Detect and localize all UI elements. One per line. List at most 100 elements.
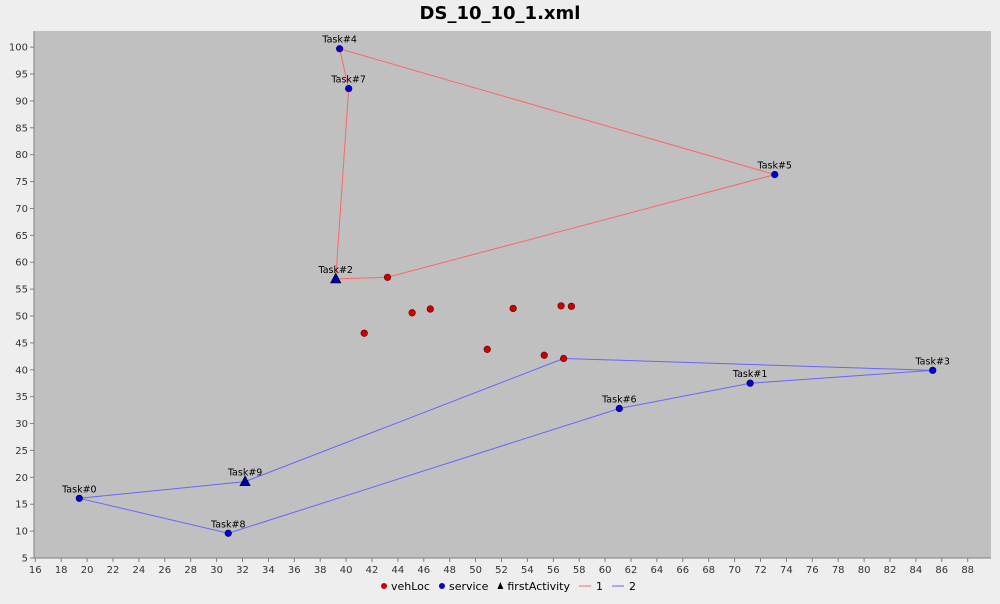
y-axis-ticks: 5 10 15 20 25 30 35 40 45 50 55 60 65 70 75 80 85 90 95 100 [9, 43, 34, 565]
task-label: Task#4 [321, 35, 357, 46]
y-tick-label: 65 [15, 231, 28, 242]
first-activity-marker [330, 272, 342, 284]
legend-label: firstActivity [507, 580, 570, 593]
x-tick-label: 26 [158, 565, 171, 576]
x-tick-label: 74 [780, 565, 793, 576]
x-tick-label: 50 [469, 565, 482, 576]
service-point [746, 379, 754, 387]
y-tick-label: 50 [15, 312, 28, 323]
x-tick-label: 20 [81, 565, 94, 576]
legend-marker [381, 583, 387, 589]
vehloc-point [360, 329, 368, 337]
service-point [224, 529, 232, 537]
legend-marker [497, 582, 504, 589]
service-point [929, 366, 937, 374]
y-tick-label: 25 [15, 446, 28, 457]
vehloc-point [557, 302, 565, 310]
x-tick-label: 72 [754, 565, 767, 576]
y-tick-label: 15 [15, 500, 28, 511]
y-tick-label: 100 [9, 43, 28, 54]
x-tick-label: 52 [495, 565, 508, 576]
x-tick-label: 36 [288, 565, 301, 576]
vehloc-point [509, 304, 517, 313]
x-tick-label: 76 [806, 565, 819, 576]
chart-title: DS_10_10_1.xml [420, 3, 581, 24]
vehloc-point [483, 345, 491, 353]
y-tick-label: 45 [15, 338, 28, 349]
vehloc-point [426, 305, 434, 313]
task-label: Task#0 [61, 484, 97, 495]
task-label: Task#8 [210, 519, 246, 530]
axes [33, 31, 991, 559]
x-tick-label: 62 [625, 565, 638, 576]
route-line-2 [79, 357, 933, 534]
y-tick-label: 90 [15, 96, 28, 107]
y-tick-label: 75 [15, 177, 28, 188]
y-tick-label: 20 [15, 473, 28, 484]
x-tick-label: 48 [443, 565, 456, 576]
route-line-1 [335, 48, 777, 280]
x-tick-label: 60 [599, 565, 612, 576]
legend-label: service [449, 580, 489, 593]
data-points [75, 45, 937, 537]
x-tick-label: 82 [884, 565, 897, 576]
y-tick-label: 95 [15, 70, 28, 81]
task-label: Task#9 [227, 468, 263, 479]
y-tick-label: 10 [15, 527, 28, 538]
x-tick-label: 42 [366, 565, 379, 576]
service-point [345, 84, 353, 93]
y-tick-label: 80 [15, 150, 28, 161]
x-tick-label: 70 [728, 565, 741, 576]
x-tick-label: 84 [910, 565, 923, 576]
task-labels: Task#0 Task#1 Task#2 Task#3 Task#4 Task#5 Task… [61, 35, 950, 531]
x-tick-label: 24 [133, 565, 146, 576]
service-point [75, 494, 83, 502]
service-point [336, 45, 344, 53]
x-axis-ticks: 16 18 20 22 24 26 28 30 32 34 36 38 40 42 44 46 48 50 52 54… [29, 558, 974, 576]
vehloc-point [560, 354, 568, 363]
x-tick-label: 68 [702, 565, 715, 576]
x-tick-label: 56 [547, 565, 560, 576]
x-tick-label: 88 [961, 565, 974, 576]
plot-area [34, 31, 991, 558]
legend-label: 1 [596, 580, 603, 593]
x-tick-label: 18 [55, 565, 68, 576]
route-lines [79, 48, 933, 534]
service-point [615, 404, 623, 413]
vehloc-point [383, 273, 392, 281]
x-tick-label: 44 [392, 565, 405, 576]
x-tick-label: 80 [858, 565, 871, 576]
vehloc-point [540, 351, 548, 359]
x-tick-label: 58 [573, 565, 586, 576]
vehloc-point [567, 302, 576, 310]
y-tick-label: 35 [15, 392, 28, 403]
x-tick-label: 54 [521, 565, 534, 576]
y-tick-label: 85 [15, 123, 28, 134]
x-tick-label: 38 [314, 565, 327, 576]
task-label: Task#3 [914, 356, 950, 367]
y-tick-label: 5 [22, 554, 28, 565]
y-tick-label: 70 [15, 204, 28, 215]
task-label: Task#6 [601, 395, 637, 406]
y-tick-label: 40 [15, 365, 28, 376]
x-tick-label: 64 [651, 565, 664, 576]
legend-label: 2 [629, 580, 636, 593]
y-tick-label: 55 [15, 285, 28, 296]
x-tick-label: 32 [236, 565, 249, 576]
vehloc-point [408, 309, 416, 317]
x-tick-label: 66 [676, 565, 689, 576]
x-tick-label: 78 [832, 565, 845, 576]
task-label: Task#1 [732, 369, 768, 380]
x-tick-label: 46 [417, 565, 430, 576]
legend-label: vehLoc [391, 580, 430, 593]
service-point [771, 170, 779, 179]
x-tick-label: 30 [210, 565, 223, 576]
x-tick-label: 22 [107, 565, 120, 576]
x-tick-label: 34 [262, 565, 275, 576]
x-tick-label: 28 [184, 565, 197, 576]
task-label: Task#5 [756, 161, 792, 172]
first-activity-marker [239, 475, 251, 487]
y-tick-label: 30 [15, 419, 28, 430]
